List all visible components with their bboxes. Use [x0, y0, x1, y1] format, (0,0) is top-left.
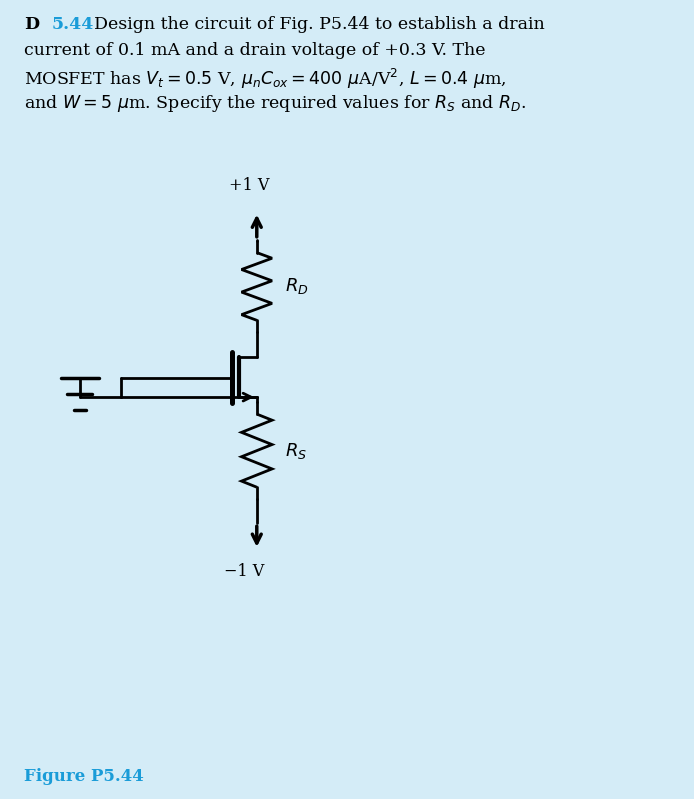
Text: and $W = 5\ \mu$m. Specify the required values for $R_S$ and $R_D$.: and $W = 5\ \mu$m. Specify the required …	[24, 93, 527, 113]
Text: 5.44: 5.44	[52, 16, 94, 33]
Text: Figure P5.44: Figure P5.44	[24, 768, 144, 785]
Text: $R_S$: $R_S$	[285, 440, 307, 461]
Text: $R_D$: $R_D$	[285, 276, 308, 296]
Text: +1 V: +1 V	[229, 177, 269, 194]
Text: Design the circuit of Fig. P5.44 to establish a drain: Design the circuit of Fig. P5.44 to esta…	[94, 16, 544, 33]
Text: D: D	[24, 16, 40, 33]
Text: current of 0.1 mA and a drain voltage of +0.3 V. The: current of 0.1 mA and a drain voltage of…	[24, 42, 486, 58]
Text: −1 V: −1 V	[224, 563, 264, 580]
Text: MOSFET has $V_t = 0.5$ V, $\mu_n C_{ox} = 400\ \mu$A/V$^2$, $L = 0.4\ \mu$m,: MOSFET has $V_t = 0.5$ V, $\mu_n C_{ox} …	[24, 67, 507, 91]
